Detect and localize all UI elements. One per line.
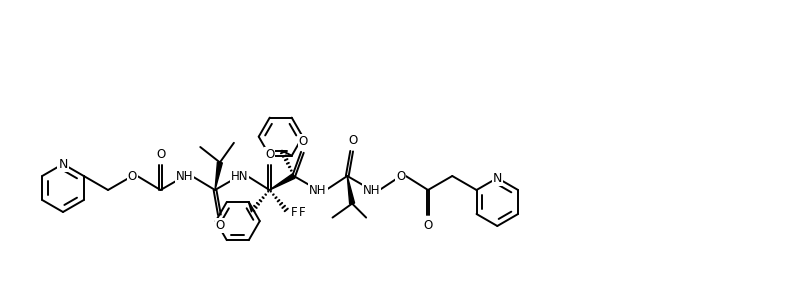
Text: NH: NH bbox=[309, 184, 327, 196]
Text: O: O bbox=[216, 219, 225, 232]
Text: O: O bbox=[396, 170, 406, 182]
Text: O: O bbox=[265, 148, 275, 161]
Text: N: N bbox=[493, 171, 502, 185]
Polygon shape bbox=[215, 162, 222, 190]
Polygon shape bbox=[347, 176, 354, 204]
Text: O: O bbox=[423, 219, 432, 232]
Text: F: F bbox=[291, 206, 297, 219]
Text: HN: HN bbox=[230, 170, 248, 182]
Polygon shape bbox=[270, 174, 295, 190]
Text: NH: NH bbox=[176, 170, 193, 182]
Text: O: O bbox=[348, 134, 357, 147]
Text: O: O bbox=[299, 135, 308, 148]
Text: N: N bbox=[58, 157, 68, 171]
Text: O: O bbox=[156, 148, 165, 161]
Text: O: O bbox=[128, 170, 137, 182]
Text: F: F bbox=[299, 206, 305, 219]
Text: NH: NH bbox=[363, 184, 380, 196]
